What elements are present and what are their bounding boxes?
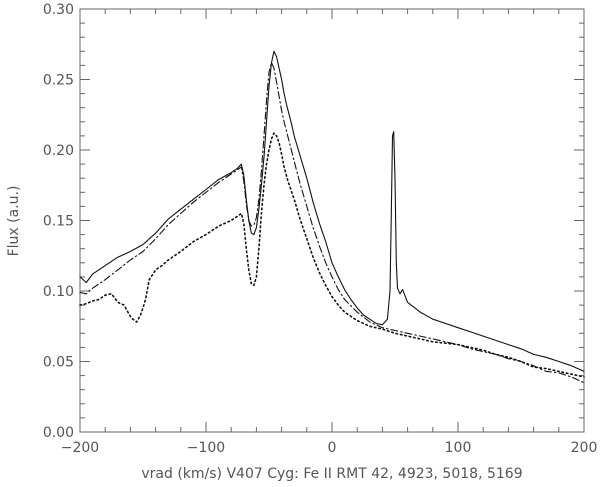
x-axis: −200 −100 0 100 200 (61, 9, 598, 456)
x-tick-label: −100 (187, 440, 225, 456)
x-axis-title: vrad (km/s) V407 Cyg: Fe II RMT 42, 4923… (141, 466, 522, 482)
y-tick-label: 0.15 (43, 214, 74, 230)
plot-frame (79, 8, 585, 433)
y-tick-label: 0.10 (43, 284, 74, 300)
series-group (79, 50, 585, 384)
y-tick-label: 0.30 (43, 2, 74, 18)
series-line-dash-dot (79, 62, 585, 384)
x-tick-label: 200 (571, 440, 598, 456)
y-tick-label: 0.00 (43, 425, 74, 441)
x-tick-label: 100 (445, 440, 472, 456)
y-axis-title: Flux (a.u.) (6, 186, 22, 257)
y-tick-label: 0.05 (43, 355, 74, 371)
series-line-dotted (79, 132, 585, 378)
y-tick-label: 0.25 (43, 73, 74, 89)
x-tick-label: 0 (328, 440, 337, 456)
y-tick-label: 0.20 (43, 143, 74, 159)
series-line-solid (79, 50, 585, 372)
x-tick-label: −200 (61, 440, 99, 456)
y-axis: 0.00 0.05 0.10 0.15 0.20 0.25 0.30 (43, 2, 584, 441)
